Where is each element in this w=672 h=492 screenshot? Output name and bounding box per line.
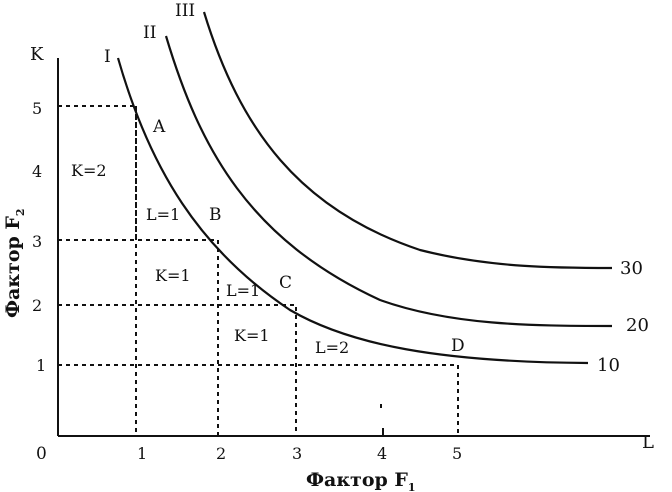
guide-point-c bbox=[58, 304, 297, 436]
x-axis-letter: L bbox=[642, 432, 654, 453]
y-tick-label: 4 bbox=[32, 162, 42, 181]
step-label: K=1 bbox=[234, 326, 270, 345]
isoquant-curve-ii bbox=[164, 35, 613, 328]
point-label-c: C bbox=[279, 273, 292, 293]
x-tick-label: 4 bbox=[377, 444, 387, 463]
curve-value-label: 10 bbox=[597, 355, 620, 376]
step-label: K=1 bbox=[155, 266, 191, 285]
isoquant-curve-i bbox=[116, 57, 589, 365]
y-tick-label: 5 bbox=[32, 99, 42, 118]
curve-value-label: 30 bbox=[620, 258, 643, 279]
x-tick-label: 2 bbox=[216, 444, 226, 463]
curve-label-roman: II bbox=[143, 23, 156, 43]
y-tick-label: 1 bbox=[36, 356, 46, 375]
x-axis-title: Фактор F1 bbox=[306, 469, 416, 492]
point-label-d: D bbox=[451, 336, 465, 356]
x-tick-label: 3 bbox=[292, 444, 302, 463]
curve-value-label: 20 bbox=[626, 315, 649, 336]
y-axis-letter: K bbox=[30, 44, 44, 65]
guide-point-a bbox=[58, 105, 137, 436]
origin-label: 0 bbox=[36, 444, 47, 464]
step-label: L=2 bbox=[315, 338, 349, 357]
curve-label-roman: III bbox=[175, 1, 195, 21]
point-label-a: A bbox=[152, 117, 166, 137]
guide-point-b bbox=[58, 239, 219, 436]
y-tick-label: 2 bbox=[32, 296, 42, 315]
step-label: L=1 bbox=[146, 205, 180, 224]
x-tick-label: 5 bbox=[452, 444, 462, 463]
y-tick-label: 3 bbox=[32, 232, 42, 251]
point-label-b: B bbox=[209, 205, 222, 225]
curve-label-roman: I bbox=[104, 47, 111, 67]
y-axis-title: Фактор F2 bbox=[2, 208, 27, 318]
step-label: L=1 bbox=[226, 281, 260, 300]
step-label: K=2 bbox=[71, 161, 107, 180]
x-tick-label: 1 bbox=[137, 444, 147, 463]
isoquant-curve-iii bbox=[202, 11, 613, 270]
guide-point-d bbox=[58, 364, 459, 436]
